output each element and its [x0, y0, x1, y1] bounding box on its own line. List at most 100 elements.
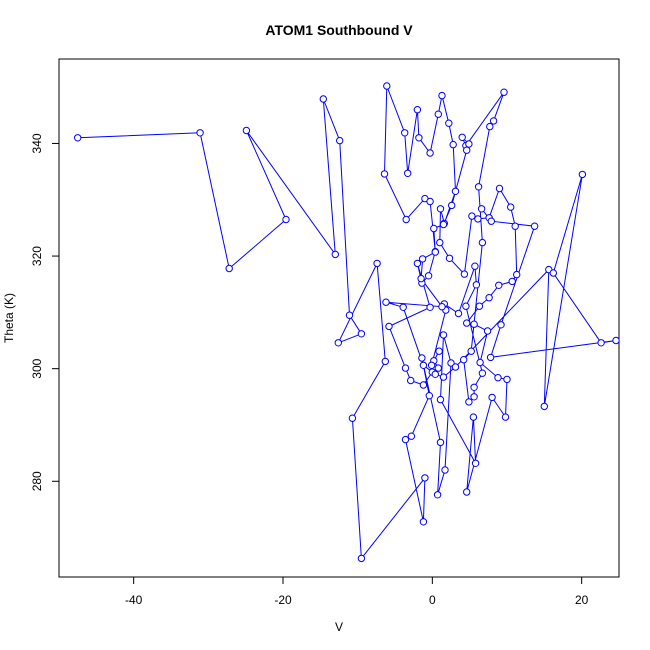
data-point	[460, 356, 468, 364]
data-point	[462, 302, 470, 310]
data-point	[463, 146, 471, 154]
y-tick-label: 320	[30, 246, 44, 266]
data-point	[385, 322, 393, 331]
data-point	[475, 302, 484, 310]
data-point	[489, 117, 498, 125]
chart-title: ATOM1 Southbound V	[265, 22, 413, 38]
data-point	[426, 197, 434, 206]
data-point	[495, 184, 504, 193]
x-tick-label: -40	[125, 593, 143, 607]
data-point	[465, 398, 473, 406]
data-point	[441, 466, 449, 474]
data-point	[436, 395, 445, 404]
data-point	[348, 414, 357, 422]
data-point	[470, 320, 478, 328]
data-point	[468, 212, 476, 220]
data-point	[448, 201, 456, 210]
data-point	[424, 272, 433, 280]
data-point	[477, 205, 486, 213]
data-point	[487, 217, 495, 225]
data-point	[501, 413, 510, 421]
data-point	[357, 554, 366, 563]
data-point	[474, 183, 483, 191]
data-point	[426, 303, 434, 311]
data-point	[597, 339, 605, 347]
data-point	[439, 331, 448, 339]
data-point	[431, 248, 439, 256]
data-point	[471, 459, 480, 467]
data-point	[471, 262, 479, 270]
y-tick-label: 340	[30, 133, 44, 153]
data-point	[242, 126, 251, 135]
data-point	[478, 238, 487, 247]
data-point	[486, 122, 494, 131]
data-point	[513, 270, 521, 279]
data-point	[578, 170, 587, 179]
data-point	[331, 250, 339, 259]
data-point	[470, 383, 478, 391]
data-point	[500, 88, 508, 96]
data-point	[433, 491, 442, 499]
series-line	[77, 85, 617, 560]
data-point	[474, 215, 482, 223]
data-point	[407, 376, 415, 385]
data-point	[419, 381, 428, 389]
plot-area	[74, 82, 620, 563]
data-point	[413, 106, 422, 114]
data-point	[380, 170, 389, 178]
data-point	[282, 215, 290, 224]
data-point	[421, 474, 429, 482]
data-point	[486, 353, 495, 362]
data-point	[319, 95, 327, 103]
data-point	[451, 187, 460, 196]
x-tick-label: 0	[429, 593, 436, 607]
data-point	[382, 298, 390, 306]
data-point	[413, 259, 422, 268]
data-point	[401, 364, 410, 372]
data-point	[439, 220, 448, 229]
data-point	[419, 361, 428, 369]
y-tick-label: 280	[30, 471, 44, 491]
data-point	[463, 319, 471, 327]
x-tick-label: -20	[274, 593, 292, 607]
data-point	[445, 254, 454, 262]
data-point	[383, 82, 391, 90]
data-point	[508, 277, 516, 286]
data-point	[407, 432, 416, 440]
data-point	[434, 110, 442, 118]
data-point	[417, 274, 425, 283]
data-point	[401, 129, 409, 137]
data-point	[469, 413, 478, 421]
data-point	[549, 269, 557, 277]
data-point	[418, 354, 426, 362]
data-point	[74, 134, 82, 142]
data-point	[451, 363, 460, 371]
data-point	[465, 140, 473, 148]
data-point	[488, 393, 496, 402]
data-point	[434, 364, 442, 372]
x-tick-label: 20	[575, 593, 589, 607]
data-point	[458, 133, 466, 142]
data-point	[494, 374, 502, 382]
data-point	[427, 361, 436, 369]
data-point	[445, 119, 453, 127]
data-point	[454, 309, 463, 318]
data-point	[357, 330, 366, 338]
data-point	[460, 270, 469, 278]
data-point	[435, 347, 443, 355]
data-point	[225, 264, 233, 273]
data-point	[334, 339, 342, 347]
y-axis-label: Theta (K)	[2, 293, 16, 343]
data-point	[436, 238, 444, 247]
data-point	[336, 136, 344, 145]
data-point	[447, 359, 455, 367]
data-point	[511, 222, 519, 230]
data-point	[430, 224, 438, 233]
data-point	[426, 149, 434, 157]
data-point	[470, 393, 478, 401]
data-point	[497, 321, 505, 329]
plot-frame	[58, 58, 620, 578]
data-point	[436, 205, 445, 213]
data-point	[478, 369, 487, 377]
